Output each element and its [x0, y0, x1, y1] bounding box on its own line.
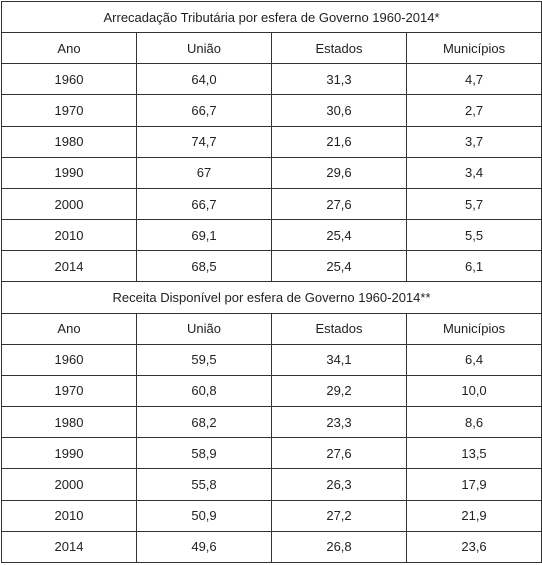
data-row: 1980 68,2 23,3 8,6: [1, 406, 542, 439]
data-row: 2000 66,7 27,6 5,7: [1, 187, 542, 221]
year-cell: 1980: [1, 125, 137, 158]
value-cell: 6,4: [405, 343, 542, 376]
value-cell: 25,4: [271, 219, 407, 252]
value-cell: 68,5: [136, 250, 272, 283]
data-row: 2014 49,6 26,8 23,6: [1, 530, 542, 564]
year-cell: 1980: [1, 406, 137, 439]
year-cell: 2014: [1, 250, 137, 283]
data-row: 1980 74,7 21,6 3,7: [1, 125, 542, 158]
value-cell: 26,8: [271, 530, 407, 564]
data-row: 2010 69,1 25,4 5,5: [1, 219, 542, 252]
value-cell: 29,2: [271, 374, 407, 408]
year-cell: 1960: [1, 63, 137, 96]
year-cell: 2010: [1, 219, 137, 252]
value-cell: 23,6: [405, 530, 542, 564]
value-cell: 13,5: [405, 437, 542, 470]
value-cell: 6,1: [405, 250, 542, 283]
data-row: 2010 50,9 27,2 21,9: [1, 499, 542, 532]
table-title: Receita Disponível por esfera de Governo…: [0, 281, 542, 314]
value-cell: 4,7: [405, 63, 542, 96]
column-header: União: [136, 312, 272, 345]
value-cell: 64,0: [136, 63, 272, 96]
value-cell: 30,6: [271, 94, 407, 127]
year-cell: 2010: [1, 499, 137, 532]
value-cell: 21,6: [271, 125, 407, 158]
column-header: União: [136, 32, 272, 65]
value-cell: 17,9: [405, 468, 542, 501]
value-cell: 69,1: [136, 219, 272, 252]
column-header: Municípios: [405, 312, 542, 345]
year-cell: 1960: [1, 343, 137, 376]
header-row: Ano União Estados Municípios: [1, 312, 542, 345]
column-header: Ano: [1, 32, 137, 65]
value-cell: 74,7: [136, 125, 272, 158]
column-header: Municípios: [405, 32, 542, 65]
title-row: Receita Disponível por esfera de Governo…: [0, 281, 542, 314]
value-cell: 27,2: [271, 499, 407, 532]
data-row: 1970 60,8 29,2 10,0: [1, 374, 542, 408]
data-row: 1970 66,7 30,6 2,7: [1, 94, 542, 127]
value-cell: 3,4: [405, 156, 542, 189]
column-header: Estados: [271, 32, 407, 65]
data-row: 2000 55,8 26,3 17,9: [1, 468, 542, 501]
value-cell: 66,7: [136, 94, 272, 127]
value-cell: 31,3: [271, 63, 407, 96]
value-cell: 26,3: [271, 468, 407, 501]
value-cell: 68,2: [136, 406, 272, 439]
value-cell: 67: [136, 156, 272, 189]
value-cell: 29,6: [271, 156, 407, 189]
value-cell: 66,7: [136, 187, 272, 221]
value-cell: 50,9: [136, 499, 272, 532]
data-row: 2014 68,5 25,4 6,1: [1, 250, 542, 283]
value-cell: 25,4: [271, 250, 407, 283]
value-cell: 55,8: [136, 468, 272, 501]
value-cell: 27,6: [271, 437, 407, 470]
value-cell: 10,0: [405, 374, 542, 408]
data-row: 1960 64,0 31,3 4,7: [1, 63, 542, 96]
year-cell: 2000: [1, 468, 137, 501]
value-cell: 34,1: [271, 343, 407, 376]
year-cell: 1990: [1, 156, 137, 189]
column-header: Ano: [1, 312, 137, 345]
year-cell: 2014: [1, 530, 137, 564]
year-cell: 2000: [1, 187, 137, 221]
data-row: 1960 59,5 34,1 6,4: [1, 343, 542, 376]
value-cell: 8,6: [405, 406, 542, 439]
value-cell: 5,5: [405, 219, 542, 252]
value-cell: 27,6: [271, 187, 407, 221]
table-title: Arrecadação Tributária por esfera de Gov…: [0, 0, 542, 34]
column-header: Estados: [271, 312, 407, 345]
data-row: 1990 58,9 27,6 13,5: [1, 437, 542, 470]
value-cell: 23,3: [271, 406, 407, 439]
year-cell: 1990: [1, 437, 137, 470]
data-row: 1990 67 29,6 3,4: [1, 156, 542, 189]
value-cell: 58,9: [136, 437, 272, 470]
header-row: Ano União Estados Municípios: [1, 32, 542, 65]
value-cell: 2,7: [405, 94, 542, 127]
title-row: Arrecadação Tributária por esfera de Gov…: [0, 0, 542, 34]
value-cell: 21,9: [405, 499, 542, 532]
value-cell: 60,8: [136, 374, 272, 408]
year-cell: 1970: [1, 374, 137, 408]
value-cell: 5,7: [405, 187, 542, 221]
year-cell: 1970: [1, 94, 137, 127]
value-cell: 49,6: [136, 530, 272, 564]
value-cell: 3,7: [405, 125, 542, 158]
value-cell: 59,5: [136, 343, 272, 376]
